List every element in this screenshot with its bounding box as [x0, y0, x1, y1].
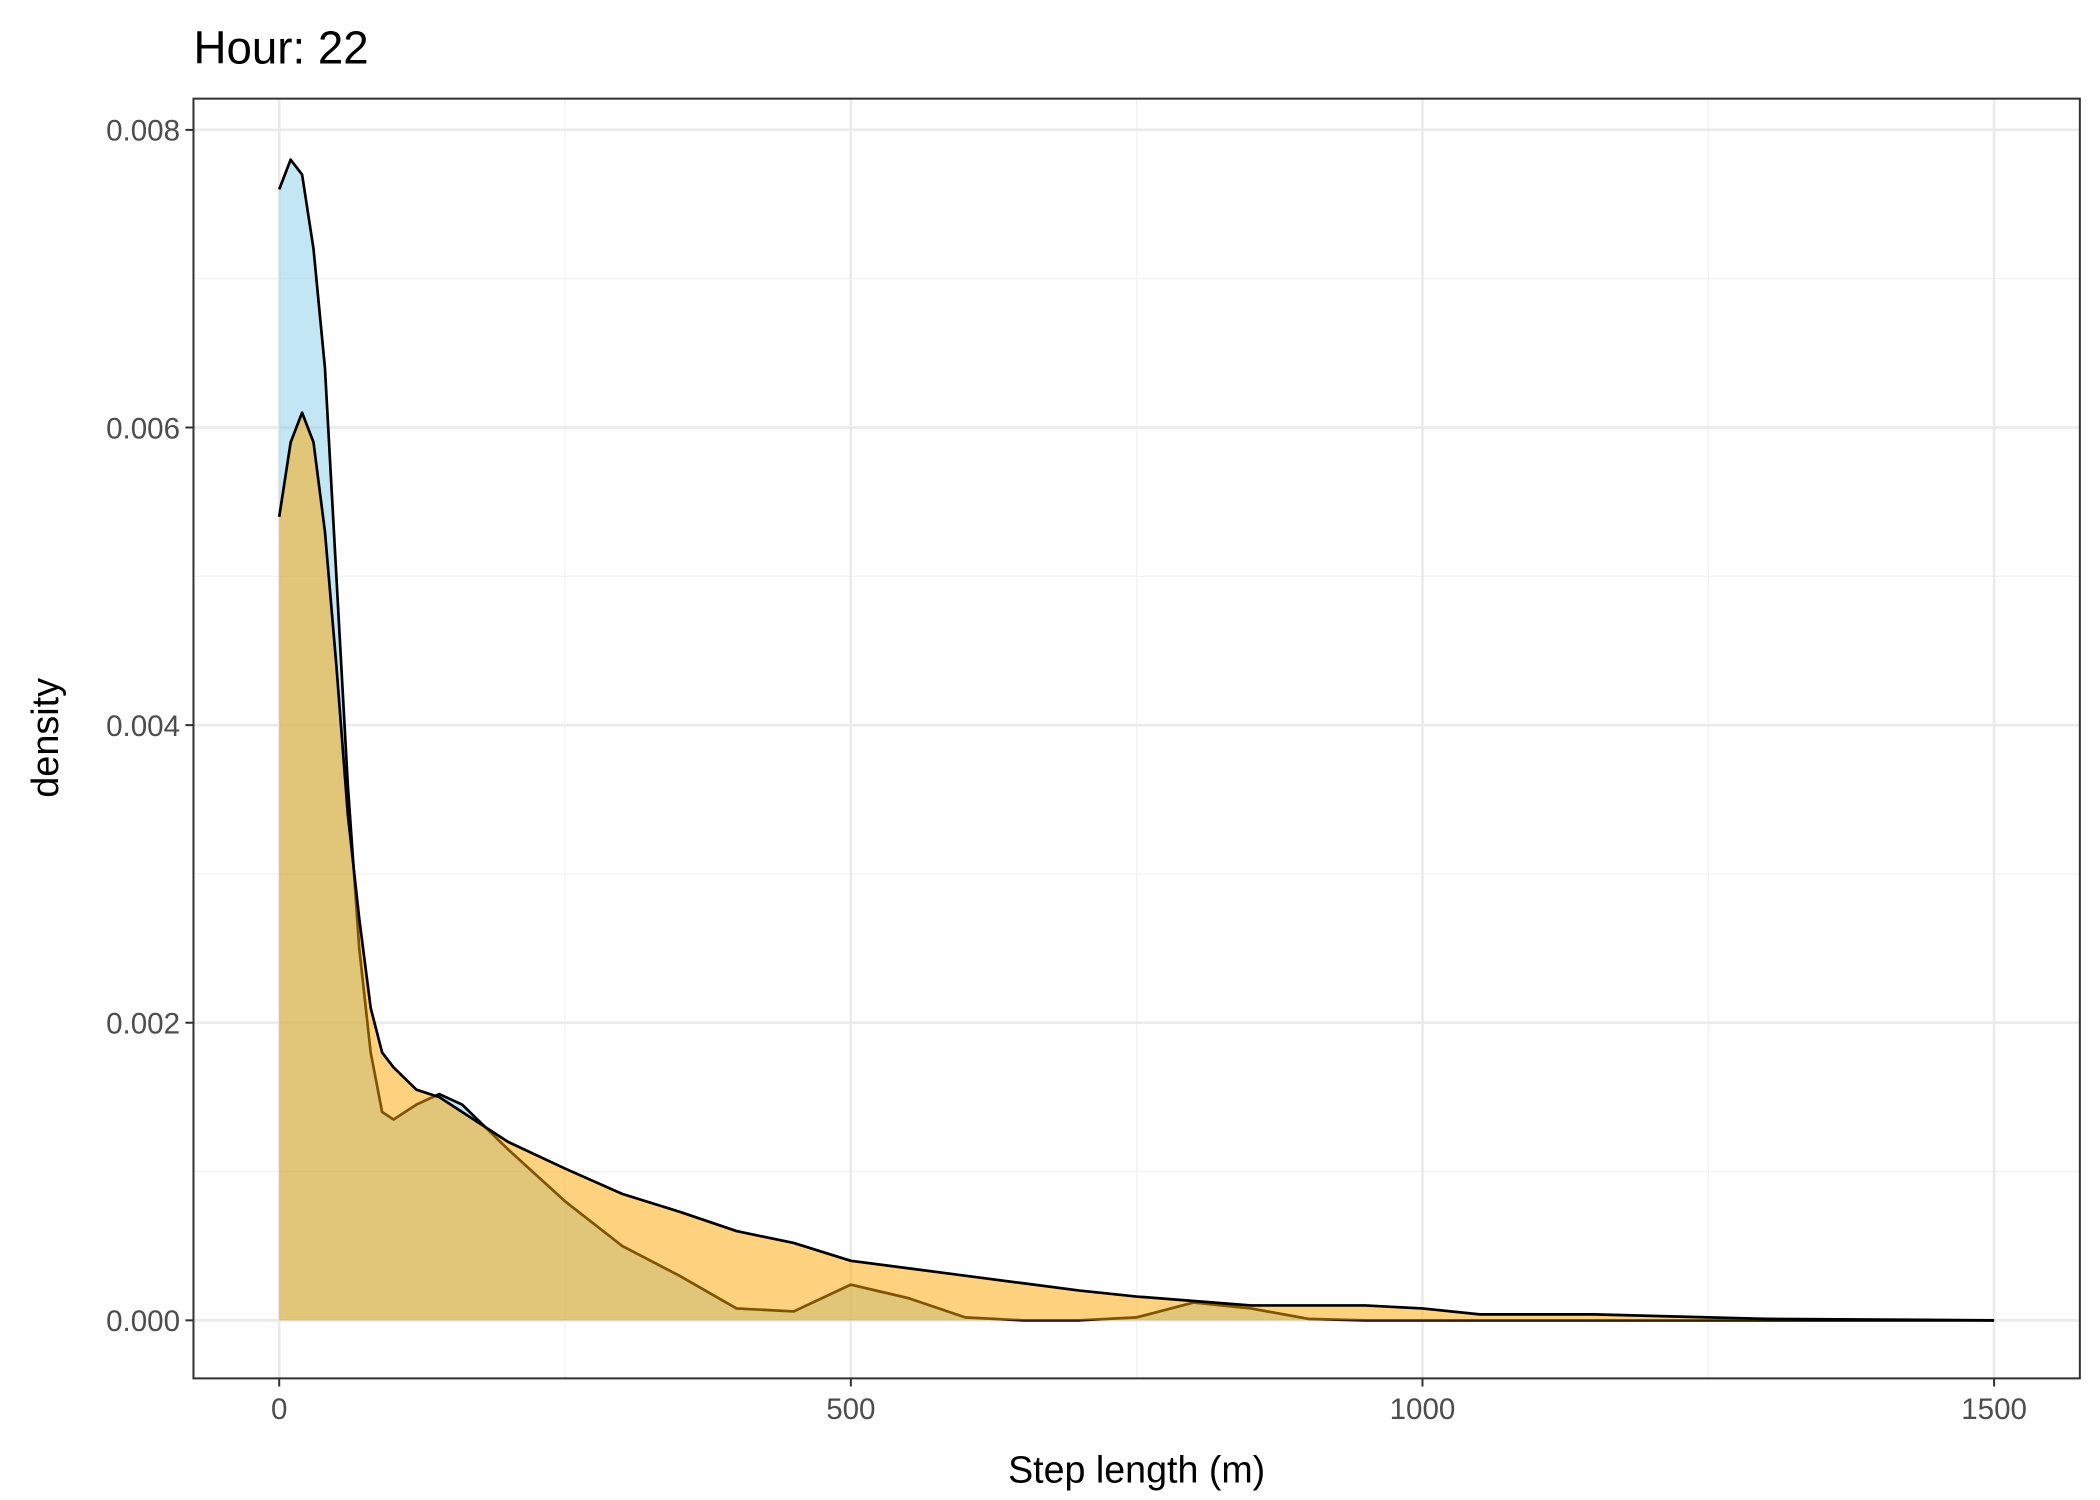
panel-border [192, 97, 2081, 1380]
y-tick-label: 0.000 [106, 1305, 180, 1338]
chart-title: Hour: 22 [193, 22, 368, 73]
x-axis-title: Step length (m) [1008, 1448, 1265, 1490]
plot-area [277, 158, 1995, 1322]
y-tick-label: 0.008 [106, 115, 180, 148]
y-axis-title: density [24, 678, 66, 798]
x-tick-label: 1500 [1961, 1393, 2027, 1426]
grid [193, 98, 2080, 1379]
density-area [279, 412, 1995, 1321]
y-tick-label: 0.002 [106, 1007, 180, 1040]
y-tick-label: 0.004 [106, 710, 180, 743]
axes: 0 500 1000 1500 0.000 0.002 0.004 0.006 0.008 [106, 115, 2027, 1426]
density-line [277, 411, 1995, 1322]
x-tick-label: 500 [826, 1393, 875, 1426]
x-tick-label: 0 [271, 1393, 287, 1426]
y-tick-label: 0.006 [106, 412, 180, 445]
x-tick-label: 1000 [1390, 1393, 1456, 1426]
